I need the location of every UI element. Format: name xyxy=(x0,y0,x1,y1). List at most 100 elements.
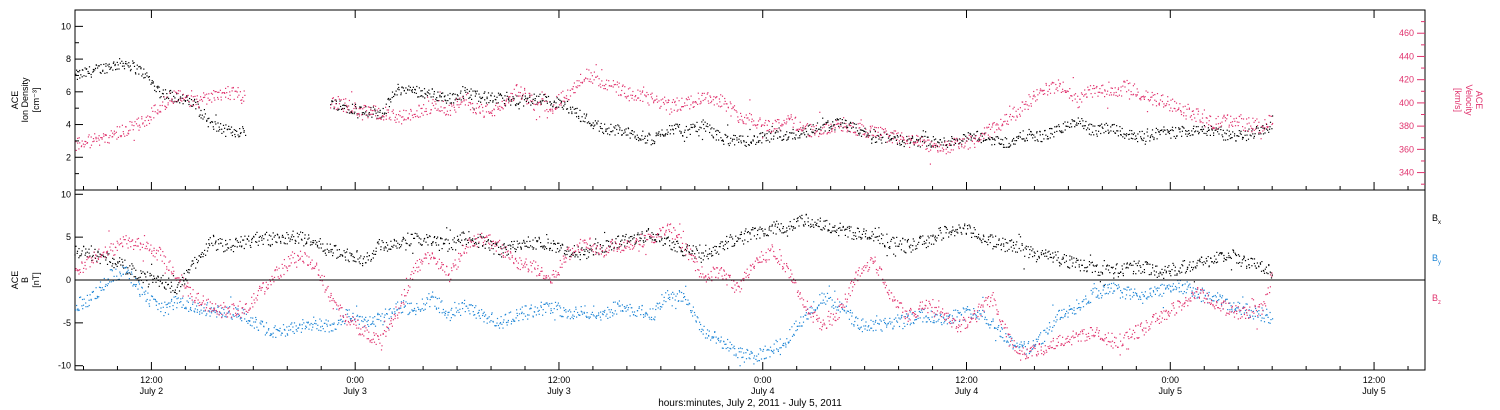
data-point xyxy=(1247,138,1250,140)
data-point xyxy=(354,111,356,113)
data-point xyxy=(174,291,176,294)
data-point xyxy=(882,136,884,138)
data-point xyxy=(727,143,729,145)
data-point xyxy=(618,86,620,88)
data-point xyxy=(880,134,882,136)
data-point xyxy=(213,307,215,309)
data-point xyxy=(576,107,578,109)
data-point xyxy=(124,259,126,261)
data-point xyxy=(162,101,164,103)
data-point xyxy=(974,135,976,137)
data-point xyxy=(261,239,263,241)
data-point xyxy=(1155,105,1158,107)
data-point xyxy=(159,97,161,99)
data-point xyxy=(867,132,869,134)
data-point xyxy=(373,253,375,255)
data-point xyxy=(495,102,497,104)
data-point xyxy=(211,93,214,95)
data-point xyxy=(674,243,676,245)
data-point xyxy=(176,293,178,295)
data-point xyxy=(1222,129,1224,131)
data-point xyxy=(756,141,758,144)
data-point xyxy=(148,79,151,81)
data-point xyxy=(911,135,913,137)
data-point xyxy=(647,228,650,230)
data-point xyxy=(312,323,314,326)
data-point xyxy=(1015,251,1017,253)
data-point xyxy=(954,141,956,143)
data-point xyxy=(418,87,420,89)
data-point xyxy=(1119,126,1121,128)
data-point xyxy=(574,92,576,94)
data-point xyxy=(1019,136,1021,138)
data-point xyxy=(424,237,426,240)
data-point xyxy=(602,245,604,247)
data-point xyxy=(574,256,576,258)
data-point xyxy=(868,238,870,240)
data-point xyxy=(539,116,541,118)
data-point xyxy=(379,111,381,113)
data-point xyxy=(431,295,433,297)
data-point xyxy=(1264,127,1266,130)
data-point xyxy=(114,63,116,65)
data-point xyxy=(740,233,742,235)
data-point xyxy=(579,259,581,261)
data-point xyxy=(943,137,945,139)
data-point xyxy=(1186,268,1188,270)
data-point xyxy=(737,120,739,122)
data-point xyxy=(1085,129,1088,131)
data-point xyxy=(361,316,363,318)
data-point xyxy=(723,249,726,251)
data-point xyxy=(926,147,928,150)
data-point xyxy=(916,134,918,137)
data-point xyxy=(867,237,869,239)
data-point xyxy=(88,134,90,136)
data-point xyxy=(932,136,934,138)
data-point xyxy=(636,234,638,236)
data-point xyxy=(409,245,411,247)
data-point xyxy=(792,226,795,228)
data-point xyxy=(531,101,533,103)
data-point xyxy=(698,135,700,137)
data-point xyxy=(145,290,147,292)
data-point xyxy=(123,65,125,67)
data-point xyxy=(249,320,251,322)
data-point xyxy=(994,246,996,248)
data-point xyxy=(986,127,988,129)
data-point xyxy=(891,132,893,134)
data-point xyxy=(696,248,698,250)
data-point xyxy=(455,307,457,309)
data-point xyxy=(964,142,966,144)
data-point xyxy=(1088,128,1090,130)
data-point xyxy=(474,90,476,92)
data-point xyxy=(1197,108,1199,110)
data-point xyxy=(973,137,975,139)
data-point xyxy=(945,232,947,234)
data-point xyxy=(439,110,441,112)
data-point xyxy=(1015,110,1017,112)
data-point xyxy=(148,283,150,285)
data-point xyxy=(682,254,684,256)
data-point xyxy=(946,228,948,230)
data-point xyxy=(1250,257,1252,259)
data-point xyxy=(651,239,653,241)
data-point xyxy=(918,241,920,243)
data-point xyxy=(1127,267,1129,269)
data-point xyxy=(377,115,379,117)
data-point xyxy=(1224,120,1227,122)
data-point xyxy=(464,87,466,89)
data-point xyxy=(842,127,844,129)
data-point xyxy=(800,129,802,131)
data-point xyxy=(227,97,229,100)
data-point xyxy=(272,336,274,338)
data-point xyxy=(799,128,801,130)
data-point xyxy=(1065,255,1067,257)
data-point xyxy=(704,121,706,123)
data-point xyxy=(902,139,904,141)
data-point xyxy=(844,229,846,231)
data-point xyxy=(173,291,176,293)
data-point xyxy=(405,92,407,94)
data-point xyxy=(280,334,282,336)
data-point xyxy=(1075,257,1078,260)
data-point xyxy=(189,269,191,271)
